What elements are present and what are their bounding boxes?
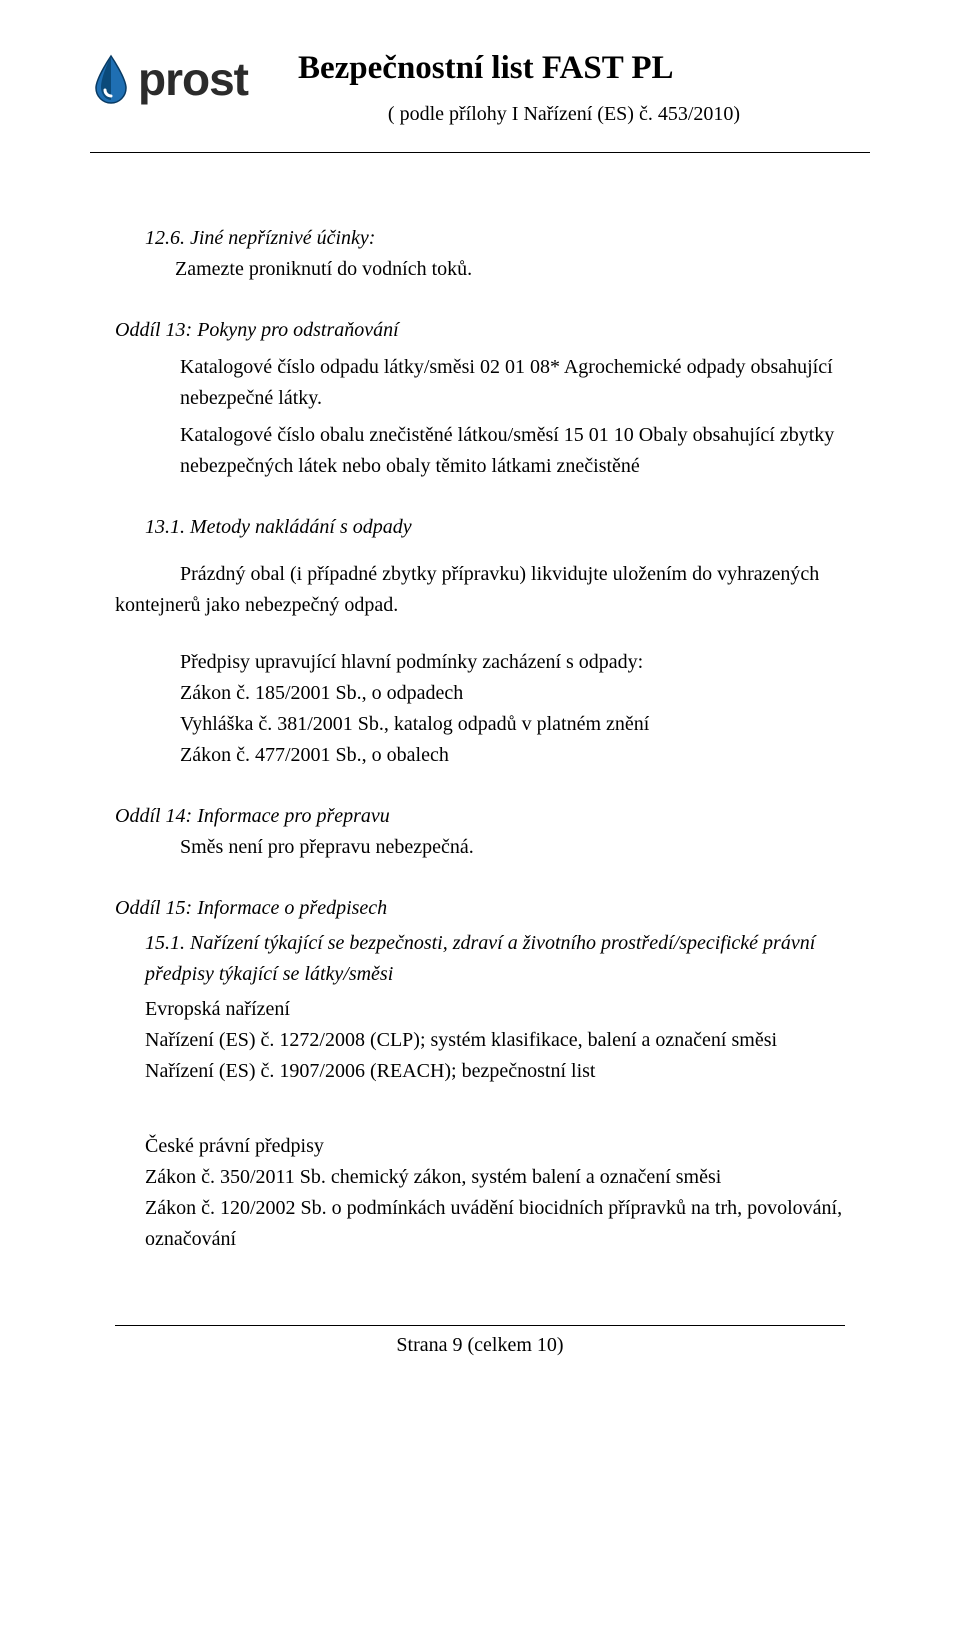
eu-heading: Evropská nařízení bbox=[145, 994, 845, 1025]
logo: prost bbox=[90, 50, 248, 106]
section-13-1-para-text: Prázdný obal (i případné zbytky přípravk… bbox=[115, 563, 819, 616]
section-13-1-heading: 13.1. Metody nakládání s odpady bbox=[145, 512, 845, 543]
section-13-line1: Katalogové číslo odpadu látky/směsi 02 0… bbox=[180, 352, 845, 414]
section-13: Oddíl 13: Pokyny pro odstraňování Katalo… bbox=[115, 315, 845, 482]
section-12-6-text: Zamezte proniknutí do vodních toků. bbox=[175, 254, 845, 285]
section-12-6: 12.6. Jiné nepříznivé účinky: Zamezte pr… bbox=[145, 223, 845, 285]
cz-reg-1: Zákon č. 350/2011 Sb. chemický zákon, sy… bbox=[145, 1162, 845, 1193]
section-13-heading: Oddíl 13: Pokyny pro odstraňování bbox=[115, 315, 845, 346]
section-12-6-heading: 12.6. Jiné nepříznivé účinky: bbox=[145, 223, 845, 254]
section-14-text: Směs není pro přepravu nebezpečná. bbox=[180, 832, 845, 863]
logo-text: prost bbox=[138, 52, 248, 106]
title-box: Bezpečnostní list FAST PL ( podle příloh… bbox=[248, 50, 870, 126]
header: prost Bezpečnostní list FAST PL ( podle … bbox=[90, 50, 870, 126]
eu-reg-2: Nařízení (ES) č. 1907/2006 (REACH); bezp… bbox=[145, 1056, 845, 1087]
section-13-line2: Katalogové číslo obalu znečistěné látkou… bbox=[180, 420, 845, 482]
eu-reg-1: Nařízení (ES) č. 1272/2008 (CLP); systém… bbox=[145, 1025, 845, 1056]
section-15-1-heading: 15.1. Nařízení týkající se bezpečnosti, … bbox=[145, 928, 845, 990]
section-13-1-regs: Předpisy upravující hlavní podmínky zach… bbox=[180, 647, 845, 771]
header-rule bbox=[90, 152, 870, 153]
section-13-1: 13.1. Metody nakládání s odpady Prázdný … bbox=[115, 512, 845, 771]
subtitle: ( podle přílohy I Nařízení (ES) č. 453/2… bbox=[298, 103, 870, 126]
reg-3: Zákon č. 477/2001 Sb., o obalech bbox=[180, 740, 845, 771]
footer: Strana 9 (celkem 10) bbox=[90, 1325, 870, 1357]
section-13-1-para: Prázdný obal (i případné zbytky přípravk… bbox=[115, 559, 845, 621]
cz-reg-2: Zákon č. 120/2002 Sb. o podmínkách uvádě… bbox=[145, 1193, 845, 1255]
footer-text: Strana 9 (celkem 10) bbox=[90, 1334, 870, 1357]
section-14: Oddíl 14: Informace pro přepravu Směs ne… bbox=[115, 801, 845, 863]
drop-icon bbox=[90, 54, 132, 104]
footer-rule bbox=[115, 1325, 845, 1326]
page: prost Bezpečnostní list FAST PL ( podle … bbox=[0, 0, 960, 1397]
section-15: Oddíl 15: Informace o předpisech 15.1. N… bbox=[115, 893, 845, 1255]
section-15-body: 15.1. Nařízení týkající se bezpečnosti, … bbox=[145, 928, 845, 1255]
main-title: Bezpečnostní list FAST PL bbox=[298, 50, 870, 87]
section-15-heading: Oddíl 15: Informace o předpisech bbox=[115, 893, 845, 924]
reg-2: Vyhláška č. 381/2001 Sb., katalog odpadů… bbox=[180, 709, 845, 740]
section-14-heading: Oddíl 14: Informace pro přepravu bbox=[115, 801, 845, 832]
cz-heading: České právní předpisy bbox=[145, 1131, 845, 1162]
reg-1: Zákon č. 185/2001 Sb., o odpadech bbox=[180, 678, 845, 709]
body: 12.6. Jiné nepříznivé účinky: Zamezte pr… bbox=[90, 223, 870, 1255]
reg-intro: Předpisy upravující hlavní podmínky zach… bbox=[180, 647, 845, 678]
